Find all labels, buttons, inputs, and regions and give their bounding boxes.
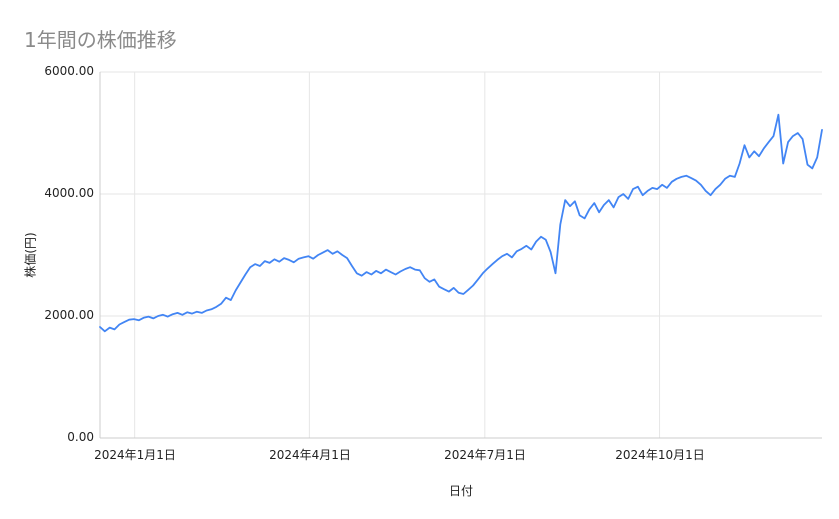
- x-axis-label: 日付: [448, 484, 474, 498]
- y-axis-tick: 2000.00: [44, 308, 94, 322]
- x-axis-tick: 2024年1月1日: [94, 448, 176, 462]
- y-axis-label: 株価(円): [23, 232, 38, 278]
- y-axis-tick: 0.00: [67, 430, 94, 444]
- chart-title: 1年間の株価推移: [24, 28, 177, 52]
- y-axis-tick: 6000.00: [44, 64, 94, 78]
- y-axis-tick: 4000.00: [44, 186, 94, 200]
- x-axis-tick: 2024年10月1日: [615, 448, 705, 462]
- x-axis-tick: 2024年7月1日: [444, 448, 526, 462]
- x-axis-tick: 2024年4月1日: [269, 448, 351, 462]
